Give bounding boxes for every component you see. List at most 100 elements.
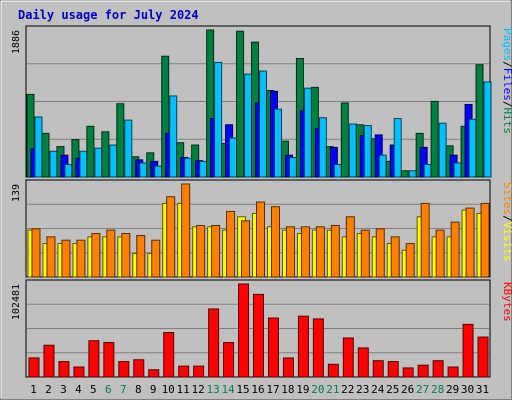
- bar-pages-day-9: [154, 165, 163, 178]
- bar-hits-day-5: [86, 125, 95, 178]
- legend-part: Pages: [501, 28, 512, 61]
- x-tick-label-day-11: 11: [177, 383, 190, 396]
- x-tick-label-day-4: 4: [75, 383, 82, 396]
- bar-kbytes-day-19: [297, 315, 309, 378]
- bar-hits-day-6: [101, 131, 110, 178]
- x-tick-label-day-16: 16: [251, 383, 264, 396]
- bar-pages-day-12: [199, 160, 208, 178]
- bar-sites-day-14: [226, 210, 236, 278]
- bar-kbytes-day-30: [462, 323, 474, 378]
- bar-pages-day-23: [363, 125, 372, 178]
- bar-kbytes-day-22: [342, 337, 354, 378]
- bar-sites-day-9: [151, 239, 161, 278]
- bar-pages-day-7: [124, 119, 133, 178]
- bar-sites-day-23: [360, 229, 370, 278]
- bar-pages-day-15: [244, 73, 253, 178]
- bar-sites-day-31: [480, 202, 490, 278]
- bar-sites-day-7: [121, 233, 131, 278]
- bar-kbytes-day-26: [402, 367, 414, 378]
- bar-sites-day-5: [91, 233, 101, 278]
- x-tick-label-day-7: 7: [120, 383, 127, 396]
- bar-kbytes-day-17: [267, 317, 279, 378]
- x-tick-label-day-26: 26: [401, 383, 414, 396]
- bar-sites-day-13: [211, 224, 221, 278]
- bar-kbytes-day-2: [43, 344, 55, 378]
- x-tick-label-day-12: 12: [192, 383, 205, 396]
- bar-sites-day-24: [375, 228, 385, 278]
- bar-pages-day-21: [333, 164, 342, 178]
- bar-kbytes-day-12: [193, 365, 205, 378]
- x-tick-label-day-28: 28: [431, 383, 444, 396]
- panel-visits-legend-label: Sites/Visits: [501, 182, 512, 262]
- bar-pages-day-17: [273, 108, 282, 178]
- panel-hits-ymax-label: 1886: [11, 30, 22, 54]
- legend-part: Hits: [501, 108, 512, 135]
- bar-kbytes-day-24: [372, 360, 384, 378]
- bar-kbytes-day-15: [238, 283, 250, 378]
- bar-kbytes-day-10: [163, 332, 175, 378]
- bar-sites-day-29: [450, 221, 460, 278]
- bar-pages-day-5: [94, 147, 103, 178]
- bar-kbytes-day-4: [73, 366, 85, 378]
- bar-sites-day-3: [61, 239, 71, 278]
- legend-part: KBytes: [501, 282, 512, 322]
- bar-sites-day-15: [241, 220, 251, 278]
- bar-sites-day-28: [435, 229, 445, 278]
- bar-hits-day-7: [116, 103, 125, 178]
- bar-kbytes-day-23: [357, 347, 369, 378]
- bar-pages-day-24: [378, 154, 387, 178]
- legend-part: /: [501, 101, 512, 108]
- x-tick-label-day-10: 10: [162, 383, 175, 396]
- bar-kbytes-day-25: [387, 361, 399, 378]
- bar-pages-day-2: [49, 150, 58, 178]
- x-tick-label-day-18: 18: [281, 383, 294, 396]
- bar-kbytes-day-7: [118, 361, 130, 378]
- bar-pages-day-27: [423, 164, 432, 178]
- bar-pages-day-26: [408, 170, 417, 178]
- bar-kbytes-day-1: [28, 357, 40, 378]
- x-tick-label-day-31: 31: [476, 383, 489, 396]
- x-tick-label-day-27: 27: [416, 383, 429, 396]
- x-tick-label-day-15: 15: [236, 383, 249, 396]
- bar-hits-day-2: [41, 132, 50, 178]
- bar-kbytes-day-16: [253, 293, 265, 378]
- bar-sites-day-27: [420, 202, 430, 278]
- legend-part: /: [501, 215, 512, 222]
- legend-part: Files: [501, 68, 512, 101]
- bar-sites-day-6: [106, 229, 116, 278]
- x-tick-label-day-19: 19: [296, 383, 309, 396]
- bar-pages-day-28: [438, 122, 447, 178]
- bar-pages-day-18: [288, 157, 297, 178]
- x-tick-label-day-6: 6: [105, 383, 112, 396]
- bar-sites-day-10: [166, 196, 176, 278]
- bar-kbytes-day-29: [447, 366, 459, 378]
- x-tick-label-day-22: 22: [341, 383, 354, 396]
- bar-pages-day-6: [109, 144, 118, 178]
- panel-hits-legend-label: Pages/Files/Hits: [501, 28, 512, 134]
- bar-hits-day-28: [430, 100, 439, 178]
- bar-sites-day-12: [196, 224, 206, 278]
- bar-pages-day-10: [169, 95, 178, 178]
- bar-kbytes-day-20: [312, 318, 324, 378]
- legend-part: Sites: [501, 182, 512, 215]
- bar-pages-day-25: [393, 118, 402, 178]
- bar-sites-day-18: [285, 226, 295, 278]
- bar-pages-day-20: [318, 117, 327, 178]
- x-tick-label-day-3: 3: [60, 383, 67, 396]
- bar-kbytes-day-27: [417, 364, 429, 378]
- bar-hits-day-31: [475, 64, 484, 178]
- bar-pages-day-31: [483, 81, 492, 178]
- x-tick-label-day-23: 23: [356, 383, 369, 396]
- bar-hits-day-22: [340, 102, 349, 178]
- bar-sites-day-25: [390, 236, 400, 278]
- bar-hits-day-26: [400, 170, 409, 178]
- bar-pages-day-8: [139, 162, 148, 178]
- bar-sites-day-11: [181, 183, 191, 278]
- panel-kbytes-ymax-label: 102481: [11, 284, 22, 320]
- bar-kbytes-day-31: [477, 336, 489, 378]
- x-tick-label-day-8: 8: [135, 383, 142, 396]
- x-tick-label-day-17: 17: [266, 383, 279, 396]
- bar-pages-day-19: [303, 87, 312, 178]
- x-tick-label-day-14: 14: [221, 383, 235, 396]
